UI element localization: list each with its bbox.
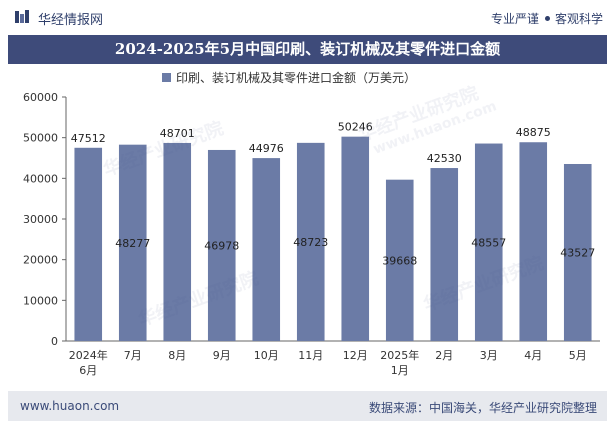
legend-swatch [162,73,171,82]
bar [252,158,281,341]
x-axis-tick-label: 2025年 [380,348,419,362]
x-axis-tick-label: 2月 [435,349,453,362]
tagline-professional: 专业严谨 [490,12,539,26]
title-bar: 2024-2025年5月中国印刷、装订机械及其零件进口金额 [8,35,607,64]
separator-dot [544,16,550,21]
bar-value-label: 48557 [471,236,506,249]
huajing-logo-icon [15,10,29,23]
y-axis-tick-label: 10000 [23,294,58,307]
bar [519,142,548,341]
chart-title: 2024-2025年5月中国印刷、装订机械及其零件进口金额 [114,40,501,58]
bar-value-label: 39668 [382,254,417,267]
bar-value-label: 44976 [249,142,284,155]
tagline: 专业严谨 客观科学 [491,10,603,27]
bar [207,149,236,341]
x-axis-tick-label: 7月 [124,349,142,362]
x-axis-tick-label: 11月 [298,349,323,362]
y-axis-tick-label: 40000 [23,172,58,185]
bar [118,144,147,341]
bar [430,168,459,341]
legend-label: 印刷、装订机械及其零件进口金额（万美元） [176,70,416,85]
y-axis-tick-label: 50000 [23,132,58,145]
x-axis-tick-label: 6月 [79,364,97,377]
bar [163,142,192,341]
bar [341,136,370,341]
x-axis-tick-label: 10月 [254,349,279,362]
x-axis-tick-label: 2024年 [69,348,108,362]
x-axis-tick-label: 3月 [480,349,498,362]
bar-value-label: 48723 [293,236,328,249]
bar-value-label: 42530 [427,152,462,165]
x-axis-tick-label: 9月 [213,349,231,362]
x-axis-tick-label: 8月 [168,349,186,362]
bar [74,147,103,341]
bar-chart: 印刷、装订机械及其零件进口金额（万美元） 0 10000 20000 30000 4000… [23,70,600,377]
y-axis-tick-label: 20000 [23,254,58,267]
x-axis-tick-label: 1月 [391,364,409,377]
x-axis-tick-label: 5月 [569,349,587,362]
y-axis-tick-label: 0 [51,335,58,348]
footer-bar: www.huaon.com 数据来源：中国海关，华经产业研究院整理 [8,391,607,421]
bar-value-label: 48701 [160,127,195,140]
y-axis-tick-label: 30000 [23,213,58,226]
bar [385,179,414,341]
bar-value-label: 48875 [516,126,551,139]
y-axis-tick-label: 60000 [23,91,58,104]
bar-value-label: 48277 [115,237,150,250]
x-axis-tick-label: 12月 [343,349,368,362]
bar [296,142,325,341]
bar-value-label: 43527 [560,246,595,259]
brand-name: 华经情报网 [38,13,104,28]
tagline-objective: 客观科学 [554,12,603,26]
bar [563,163,592,341]
bar [474,143,503,341]
top-bar: 华经情报网 专业严谨 客观科学 [0,0,615,34]
bar-value-label: 46978 [204,239,239,252]
bar-value-label: 47512 [71,132,106,145]
footer-website-link[interactable]: www.huaon.com [20,399,120,413]
footer-source: 数据来源：中国海关，华经产业研究院整理 [368,401,597,415]
x-axis-tick-label: 4月 [524,349,542,362]
bar-value-label: 50246 [338,121,373,134]
